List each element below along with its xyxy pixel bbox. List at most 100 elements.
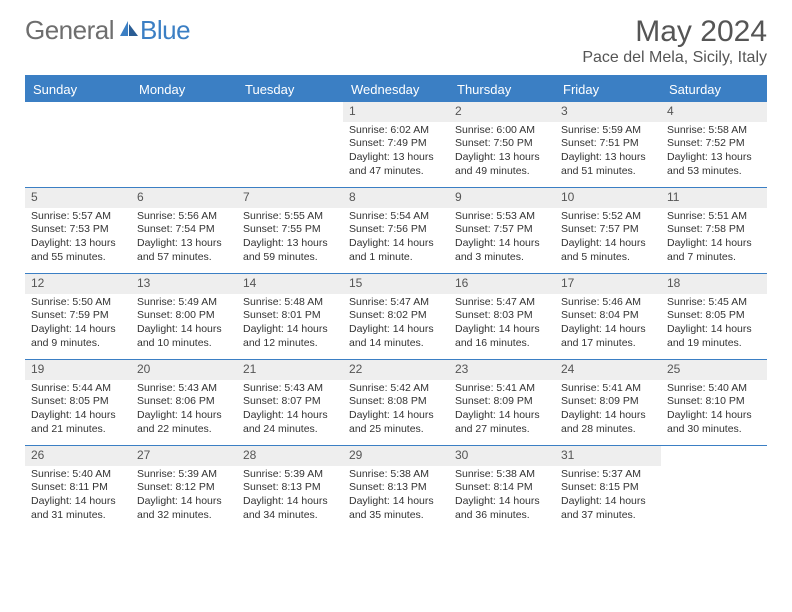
sunset-text: Sunset: 8:09 PM (561, 395, 655, 409)
sunrise-text: Sunrise: 5:52 AM (561, 210, 655, 224)
sunset-text: Sunset: 7:59 PM (31, 309, 125, 323)
sunset-text: Sunset: 8:02 PM (349, 309, 443, 323)
day-number: 27 (131, 446, 237, 466)
sunrise-text: Sunrise: 5:39 AM (137, 468, 231, 482)
calendar-cell: 8Sunrise: 5:54 AMSunset: 7:56 PMDaylight… (343, 188, 449, 274)
day-number: 20 (131, 360, 237, 380)
sunset-text: Sunset: 8:04 PM (561, 309, 655, 323)
day-number: 28 (237, 446, 343, 466)
sunset-text: Sunset: 7:55 PM (243, 223, 337, 237)
daylight-text: Daylight: 14 hours and 3 minutes. (455, 237, 549, 264)
sunrise-text: Sunrise: 5:58 AM (667, 124, 761, 138)
calendar-cell: 22Sunrise: 5:42 AMSunset: 8:08 PMDayligh… (343, 360, 449, 446)
day-number: 17 (555, 274, 661, 294)
calendar-cell: 9Sunrise: 5:53 AMSunset: 7:57 PMDaylight… (449, 188, 555, 274)
day-number: 12 (25, 274, 131, 294)
daylight-text: Daylight: 14 hours and 30 minutes. (667, 409, 761, 436)
daylight-text: Daylight: 14 hours and 35 minutes. (349, 495, 443, 522)
calendar-cell: 12Sunrise: 5:50 AMSunset: 7:59 PMDayligh… (25, 274, 131, 360)
cell-body: Sunrise: 5:56 AMSunset: 7:54 PMDaylight:… (131, 208, 237, 269)
cell-body: Sunrise: 5:39 AMSunset: 8:12 PMDaylight:… (131, 466, 237, 527)
sunset-text: Sunset: 7:54 PM (137, 223, 231, 237)
daylight-text: Daylight: 14 hours and 25 minutes. (349, 409, 443, 436)
daylight-text: Daylight: 14 hours and 10 minutes. (137, 323, 231, 350)
calendar-cell: 5Sunrise: 5:57 AMSunset: 7:53 PMDaylight… (25, 188, 131, 274)
sunrise-text: Sunrise: 5:41 AM (561, 382, 655, 396)
sunset-text: Sunset: 7:58 PM (667, 223, 761, 237)
page-title: May 2024 (582, 15, 767, 49)
cell-body: Sunrise: 5:54 AMSunset: 7:56 PMDaylight:… (343, 208, 449, 269)
day-number: 3 (555, 102, 661, 122)
sunrise-text: Sunrise: 5:56 AM (137, 210, 231, 224)
daylight-text: Daylight: 13 hours and 49 minutes. (455, 151, 549, 178)
daylight-text: Daylight: 14 hours and 1 minute. (349, 237, 443, 264)
daylight-text: Daylight: 13 hours and 53 minutes. (667, 151, 761, 178)
calendar-cell: 16Sunrise: 5:47 AMSunset: 8:03 PMDayligh… (449, 274, 555, 360)
sunset-text: Sunset: 8:13 PM (349, 481, 443, 495)
cell-body: Sunrise: 5:40 AMSunset: 8:10 PMDaylight:… (661, 380, 767, 441)
daylight-text: Daylight: 14 hours and 22 minutes. (137, 409, 231, 436)
daylight-text: Daylight: 14 hours and 28 minutes. (561, 409, 655, 436)
calendar-cell: 4Sunrise: 5:58 AMSunset: 7:52 PMDaylight… (661, 102, 767, 188)
sunset-text: Sunset: 8:05 PM (31, 395, 125, 409)
cell-body: Sunrise: 5:42 AMSunset: 8:08 PMDaylight:… (343, 380, 449, 441)
day-number: 15 (343, 274, 449, 294)
sunset-text: Sunset: 7:57 PM (561, 223, 655, 237)
sunset-text: Sunset: 7:56 PM (349, 223, 443, 237)
calendar-week-row: 19Sunrise: 5:44 AMSunset: 8:05 PMDayligh… (25, 360, 767, 446)
sunset-text: Sunset: 8:01 PM (243, 309, 337, 323)
sunrise-text: Sunrise: 5:54 AM (349, 210, 443, 224)
sunrise-text: Sunrise: 5:43 AM (137, 382, 231, 396)
cell-body: Sunrise: 6:00 AMSunset: 7:50 PMDaylight:… (449, 122, 555, 183)
calendar-week-row: 26Sunrise: 5:40 AMSunset: 8:11 PMDayligh… (25, 446, 767, 532)
day-number: 14 (237, 274, 343, 294)
cell-body: Sunrise: 5:43 AMSunset: 8:06 PMDaylight:… (131, 380, 237, 441)
calendar-cell: 31Sunrise: 5:37 AMSunset: 8:15 PMDayligh… (555, 446, 661, 532)
calendar-cell: 13Sunrise: 5:49 AMSunset: 8:00 PMDayligh… (131, 274, 237, 360)
calendar-cell: 19Sunrise: 5:44 AMSunset: 8:05 PMDayligh… (25, 360, 131, 446)
calendar-cell: 3Sunrise: 5:59 AMSunset: 7:51 PMDaylight… (555, 102, 661, 188)
sunset-text: Sunset: 8:00 PM (137, 309, 231, 323)
day-number: 7 (237, 188, 343, 208)
sunrise-text: Sunrise: 5:50 AM (31, 296, 125, 310)
sunrise-text: Sunrise: 5:48 AM (243, 296, 337, 310)
sunset-text: Sunset: 8:12 PM (137, 481, 231, 495)
weekday-header-row: Sunday Monday Tuesday Wednesday Thursday… (25, 77, 767, 102)
sunset-text: Sunset: 8:05 PM (667, 309, 761, 323)
col-saturday: Saturday (661, 77, 767, 102)
sunset-text: Sunset: 7:57 PM (455, 223, 549, 237)
cell-body: Sunrise: 5:48 AMSunset: 8:01 PMDaylight:… (237, 294, 343, 355)
sunrise-text: Sunrise: 5:38 AM (349, 468, 443, 482)
col-sunday: Sunday (25, 77, 131, 102)
cell-body: Sunrise: 5:55 AMSunset: 7:55 PMDaylight:… (237, 208, 343, 269)
cell-body: Sunrise: 6:02 AMSunset: 7:49 PMDaylight:… (343, 122, 449, 183)
cell-body: Sunrise: 5:49 AMSunset: 8:00 PMDaylight:… (131, 294, 237, 355)
daylight-text: Daylight: 14 hours and 7 minutes. (667, 237, 761, 264)
calendar-cell: 14Sunrise: 5:48 AMSunset: 8:01 PMDayligh… (237, 274, 343, 360)
calendar-cell: 24 Sunrise: 5:41 AMSunset: 8:09 PMDayligh… (555, 360, 661, 446)
sunrise-text: Sunrise: 5:44 AM (31, 382, 125, 396)
calendar-cell: 27Sunrise: 5:39 AMSunset: 8:12 PMDayligh… (131, 446, 237, 532)
daylight-text: Daylight: 14 hours and 24 minutes. (243, 409, 337, 436)
calendar-table: Sunday Monday Tuesday Wednesday Thursday… (25, 75, 767, 532)
cell-body: Sunrise: 5:37 AMSunset: 8:15 PMDaylight:… (555, 466, 661, 527)
sunset-text: Sunset: 7:51 PM (561, 137, 655, 151)
sunrise-text: Sunrise: 5:41 AM (455, 382, 549, 396)
day-number: 24 (555, 360, 661, 380)
sunset-text: Sunset: 8:14 PM (455, 481, 549, 495)
calendar-cell: 21Sunrise: 5:43 AMSunset: 8:07 PMDayligh… (237, 360, 343, 446)
day-number: 8 (343, 188, 449, 208)
daylight-text: Daylight: 14 hours and 14 minutes. (349, 323, 443, 350)
calendar-cell: 29Sunrise: 5:38 AMSunset: 8:13 PMDayligh… (343, 446, 449, 532)
cell-body: Sunrise: 5:47 AMSunset: 8:03 PMDaylight:… (449, 294, 555, 355)
daylight-text: Daylight: 14 hours and 17 minutes. (561, 323, 655, 350)
calendar-cell: 18Sunrise: 5:45 AMSunset: 8:05 PMDayligh… (661, 274, 767, 360)
sunset-text: Sunset: 7:52 PM (667, 137, 761, 151)
col-thursday: Thursday (449, 77, 555, 102)
daylight-text: Daylight: 14 hours and 21 minutes. (31, 409, 125, 436)
sunrise-text: Sunrise: 5:53 AM (455, 210, 549, 224)
col-wednesday: Wednesday (343, 77, 449, 102)
cell-body: Sunrise: 5:46 AMSunset: 8:04 PMDaylight:… (555, 294, 661, 355)
cell-body: Sunrise: 5:53 AMSunset: 7:57 PMDaylight:… (449, 208, 555, 269)
cell-body: Sunrise: 5:44 AMSunset: 8:05 PMDaylight:… (25, 380, 131, 441)
